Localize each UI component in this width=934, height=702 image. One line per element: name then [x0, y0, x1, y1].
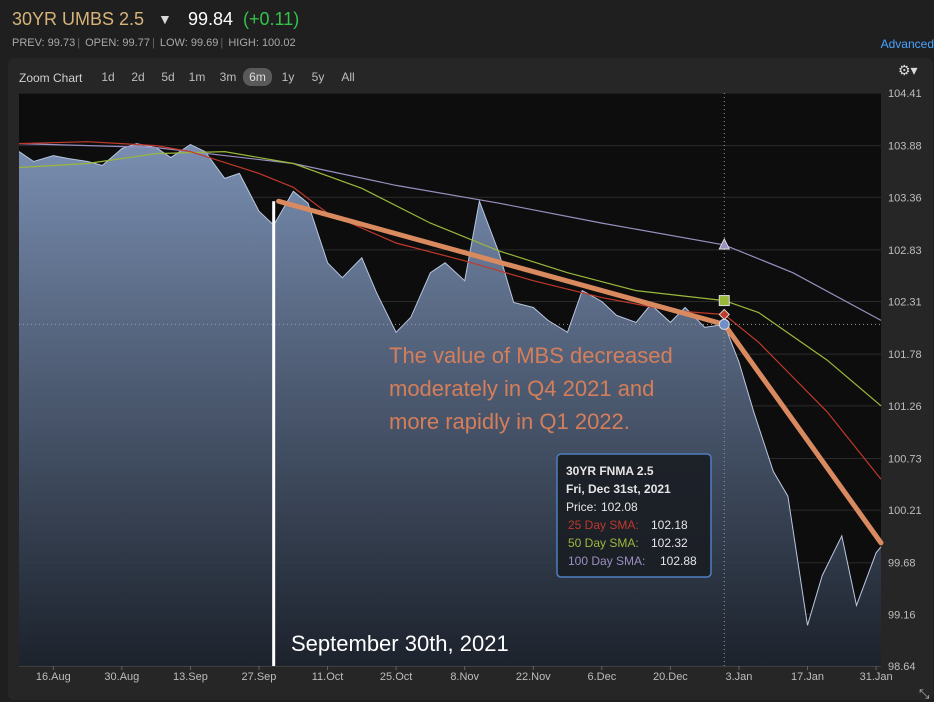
y-tick-label: 99.68	[888, 558, 916, 570]
trend-lines	[276, 198, 884, 546]
x-tick-label: 30.Aug	[104, 671, 139, 683]
y-tick-label: 102.83	[888, 245, 922, 257]
x-tick-label: 17.Jan	[791, 671, 824, 683]
zoom-1y-button[interactable]: 1y	[281, 70, 295, 84]
y-tick-label: 100.21	[888, 505, 922, 517]
chevron-down-icon[interactable]: ▼	[158, 11, 172, 27]
x-tick-label: 16.Aug	[36, 671, 71, 683]
y-tick-label: 98.64	[888, 661, 916, 673]
x-tick-label: 22.Nov	[516, 671, 551, 683]
trend-line	[721, 321, 884, 546]
annotation-line-1: The value of MBS decreased	[389, 343, 673, 368]
sma50-hover-marker	[718, 295, 730, 307]
advanced-link[interactable]: Advanced	[880, 37, 934, 51]
stat-prev-label: PREV:	[12, 37, 45, 49]
stat-high-label: HIGH:	[228, 37, 259, 49]
sma-100-line	[18, 143, 882, 321]
zoom-2d-button[interactable]: 2d	[131, 70, 145, 84]
tooltip-date: Fri, Dec 31st, 2021	[566, 482, 671, 496]
zoom-all-button[interactable]: All	[341, 70, 355, 84]
sma100-hover-marker	[718, 237, 731, 250]
zoom-3m-button[interactable]: 3m	[219, 70, 237, 84]
sma-25-line	[18, 141, 882, 480]
zoom-1m-button[interactable]: 1m	[188, 70, 206, 84]
x-tick-label: 3.Jan	[726, 671, 753, 683]
x-tick-label: 11.Oct	[312, 671, 344, 683]
x-tick-label: 8.Nov	[450, 671, 479, 683]
tooltip-price-label: Price:	[566, 500, 597, 514]
y-tick-label: 100.73	[888, 453, 922, 465]
x-tick-label: 27.Sep	[242, 671, 277, 683]
tooltip-price-value: 102.08	[601, 500, 638, 514]
x-tick-label: 13.Sep	[173, 671, 208, 683]
sma-50-line	[18, 150, 882, 407]
tooltip-sma50-label: 50 Day SMA:	[568, 536, 639, 550]
instrument-title[interactable]: 30YR UMBS 2.5	[12, 9, 145, 29]
price-hover-marker	[718, 318, 730, 330]
x-tick-label: 25.Oct	[380, 671, 412, 683]
trend-line	[276, 198, 727, 327]
stat-low-value: 99.69	[190, 37, 219, 49]
annotation-text: The value of MBS decreased moderately in…	[389, 343, 673, 434]
tooltip-sma25-value: 102.18	[651, 518, 688, 532]
zoom-chart-label: Zoom Chart	[19, 71, 83, 85]
y-tick-label: 102.31	[888, 297, 922, 309]
quote-header: 30YR UMBS 2.5 ▼ 99.84 (+0.11) PREV: 99.7…	[0, 0, 934, 57]
gear-icon[interactable]: ⚙▾	[898, 62, 918, 78]
tooltip-sma100-value: 102.88	[660, 554, 697, 568]
hover-markers	[718, 237, 731, 330]
stat-prev-value: 99.73	[47, 37, 76, 49]
tooltip: 30YR FNMA 2.5 Fri, Dec 31st, 2021 Price:…	[556, 453, 712, 578]
annotation-line-2: moderately in Q4 2021 and	[389, 376, 654, 401]
y-tick-label: 99.16	[888, 609, 916, 621]
tooltip-sma50-value: 102.32	[651, 536, 688, 550]
x-axis-ticks: 16.Aug 30.Aug 13.Sep 27.Sep 11.Oct 25.Oct 8.No…	[19, 665, 893, 683]
stat-open-label: OPEN:	[85, 37, 120, 49]
y-tick-label: 104.41	[888, 88, 922, 100]
zoom-5y-button[interactable]: 5y	[311, 70, 325, 84]
zoom-6m-button[interactable]: 6m	[243, 68, 272, 86]
y-tick-label: 101.26	[888, 401, 922, 413]
price-line	[18, 143, 882, 626]
price-change: (+0.11)	[243, 9, 300, 29]
stat-low-label: LOW:	[159, 37, 188, 49]
stat-open-value: 99.77	[122, 37, 150, 49]
x-tick-label: 6.Dec	[587, 671, 616, 683]
stat-high-value: 100.02	[261, 37, 296, 49]
zoom-5d-button[interactable]: 5d	[161, 70, 175, 84]
tooltip-box	[556, 453, 712, 578]
x-tick-label: 31.Jan	[860, 671, 893, 683]
x-tick-label: 20.Dec	[653, 671, 688, 683]
last-price: 99.84	[188, 9, 234, 29]
y-tick-label: 101.78	[888, 349, 922, 361]
quote-stats: PREV: 99.73 | OPEN: 99.77 | LOW: 99.69 | HI…	[12, 37, 296, 49]
y-axis-ticks: 104.41 103.88 103.36 102.83 102.31 101.78 101.…	[888, 88, 922, 673]
y-tick-label: 103.36	[888, 192, 922, 204]
date-marker-label: September 30th, 2021	[291, 631, 509, 656]
annotation-line-3: more rapidly in Q1 2022.	[389, 409, 630, 434]
y-tick-label: 103.88	[888, 141, 922, 153]
tooltip-sma100-label: 100 Day SMA:	[568, 554, 645, 568]
tooltip-sma25-label: 25 Day SMA:	[568, 518, 639, 532]
tooltip-series: 30YR FNMA 2.5	[566, 464, 654, 478]
resize-handle-icon[interactable]: ⤡	[919, 686, 930, 701]
zoom-1d-button[interactable]: 1d	[101, 70, 115, 84]
